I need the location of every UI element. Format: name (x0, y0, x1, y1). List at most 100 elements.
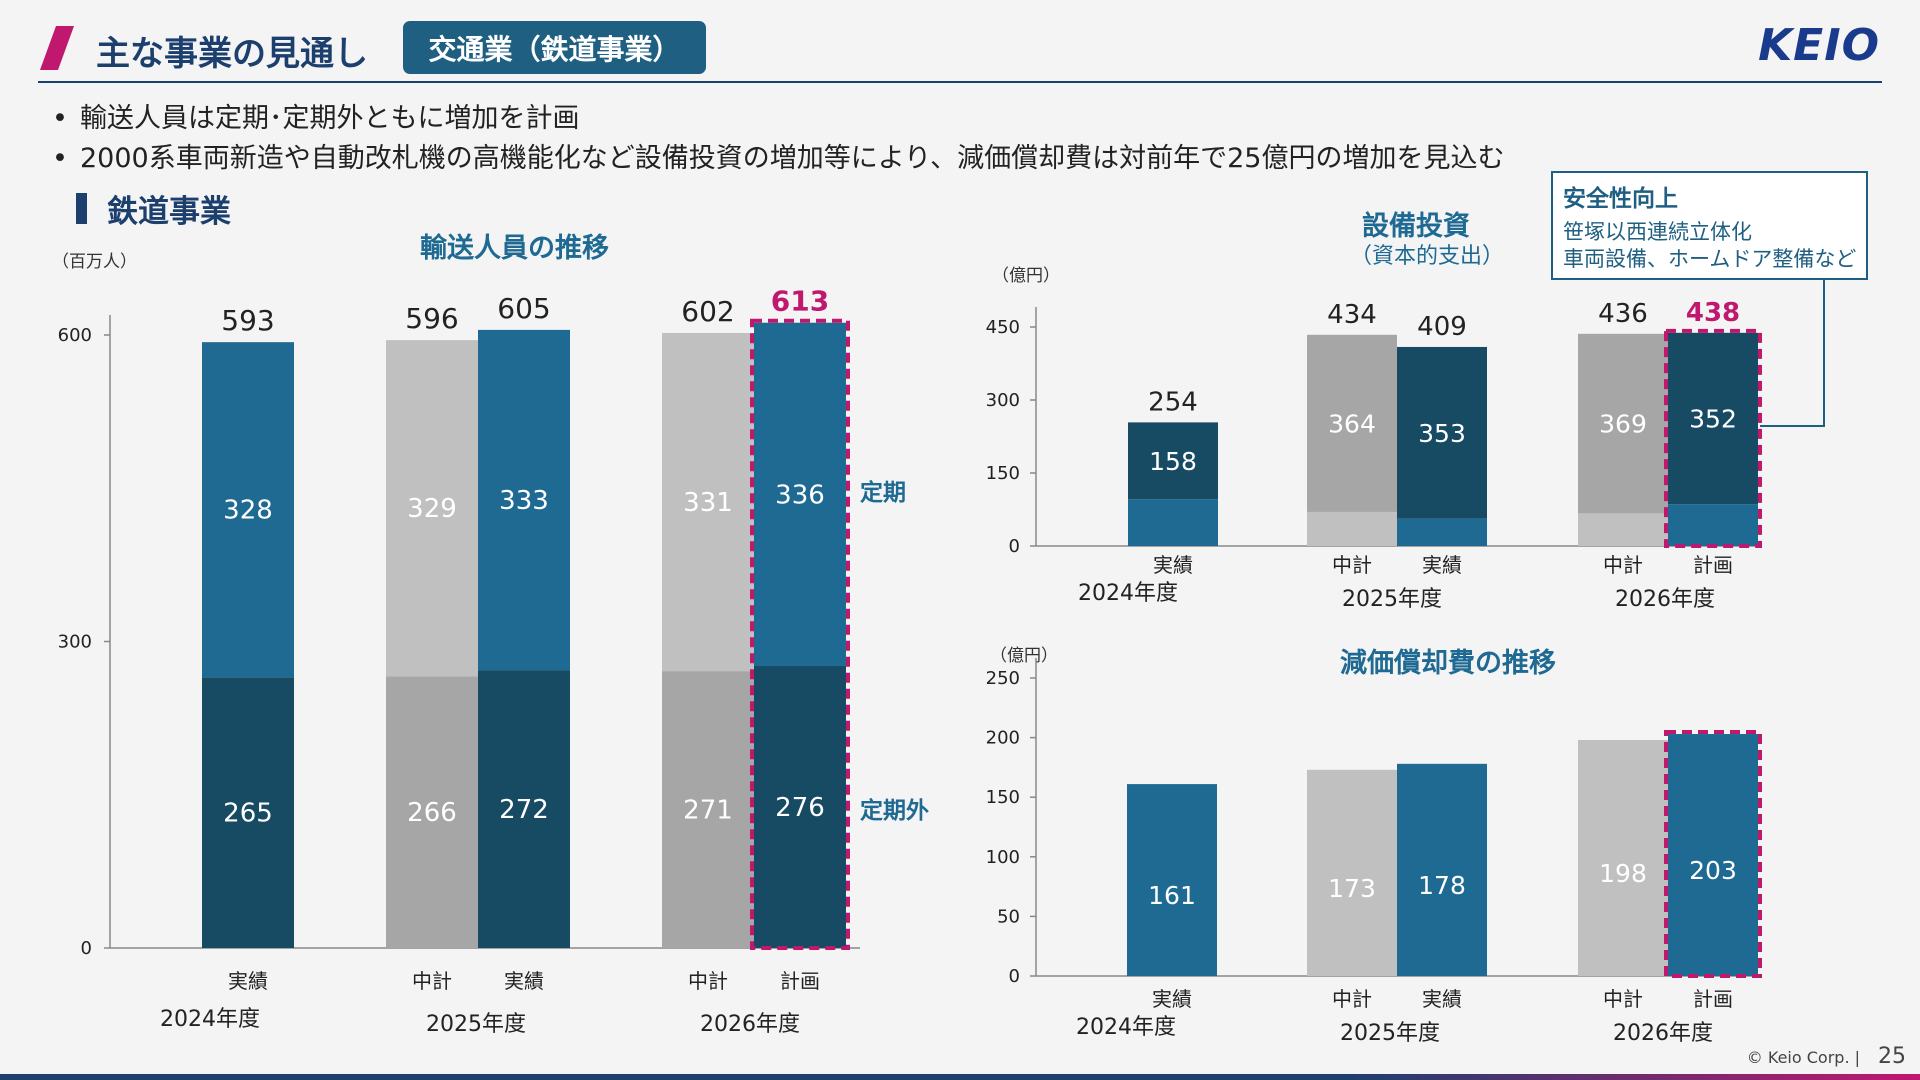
bar-segment (478, 329, 570, 671)
bar-segment (1128, 499, 1218, 546)
bar-segment (1668, 504, 1758, 546)
x-category-label: 計画 (1693, 553, 1733, 577)
bar-value-label: 198 (1599, 859, 1647, 888)
section-title: 鉄道事業 (76, 186, 231, 231)
bar-segment (1668, 734, 1758, 976)
y-tick-label: 50 (997, 906, 1020, 927)
callout-line: 笹塚以西連続立体化 (1563, 220, 1752, 244)
bar-total-label: 436 (1598, 299, 1648, 329)
bar-segment (1307, 511, 1397, 546)
y-tick-label: 300 (986, 390, 1020, 411)
bar-segment (1307, 334, 1397, 512)
y-tick-label: 200 (986, 728, 1020, 749)
highlight-frame (1664, 730, 1762, 978)
bar-total-label: 602 (681, 295, 734, 328)
x-category-label: 実績 (1152, 987, 1192, 1011)
y-tick-label: 0 (1009, 536, 1020, 557)
x-year-label: 2024年度 (1078, 581, 1178, 606)
x-year-label: 2026年度 (1613, 1021, 1713, 1046)
y-tick-label: 100 (986, 847, 1020, 868)
bar-segment (1397, 346, 1487, 519)
bullet-item: • 2000系車両新造や自動改札機の高機能化など設備投資の増加等により、減価償却費… (52, 143, 1505, 174)
bar-segment (1128, 422, 1218, 500)
bar-total-label: 605 (497, 292, 550, 325)
callout-connector-line (1760, 280, 1825, 427)
x-category-label: 中計 (1332, 553, 1372, 577)
bar-segment (202, 342, 294, 678)
brand-logo: KEIO (1758, 20, 1880, 71)
x-year-label: 2025年度 (1342, 587, 1442, 612)
y-tick-label: 300 (58, 632, 92, 653)
chart-subtitle-capex: （資本的支出） (1350, 244, 1505, 269)
bar-value-label: 331 (683, 488, 733, 518)
bar-value-label: 333 (499, 486, 549, 516)
x-category-label: 中計 (412, 969, 452, 993)
bar-value-label: 203 (1689, 856, 1737, 885)
bar-segment (202, 677, 294, 948)
bar-total-label: 409 (1417, 312, 1467, 342)
footer-bar (0, 1074, 1920, 1080)
bar-value-label: 364 (1328, 409, 1376, 438)
chart-title-passengers: 輸送人員の推移 (420, 233, 609, 264)
bar-value-label: 173 (1328, 874, 1376, 903)
section-title-text: 鉄道事業 (107, 194, 231, 230)
callout-line: 車両設備、ホームドア整備など (1563, 247, 1857, 271)
y-tick-label: 600 (58, 325, 92, 346)
x-year-label: 2024年度 (160, 1007, 260, 1032)
bar-segment (1578, 333, 1668, 514)
highlight-frame (1664, 328, 1762, 548)
bar-value-label: 271 (683, 796, 733, 826)
unit-label-capex: （億円） (992, 266, 1060, 286)
chart-title-depreciation: 減価償却費の推移 (1340, 648, 1556, 679)
bar-segment (754, 666, 846, 948)
bar-total-label: 438 (1686, 298, 1740, 328)
bar-segment (662, 332, 754, 672)
bar-segment (1578, 513, 1668, 546)
x-category-label: 実績 (1422, 553, 1462, 577)
bar-segment (1397, 763, 1487, 976)
y-tick-label: 0 (81, 938, 92, 959)
x-category-label: 実績 (504, 969, 544, 993)
bar-segment (662, 671, 754, 948)
x-category-label: 計画 (1693, 987, 1733, 1011)
bar-value-label: 178 (1418, 871, 1466, 900)
bar-value-label: 265 (223, 799, 273, 829)
header-divider (38, 81, 1882, 83)
callout-box: 安全性向上 笹塚以西連続立体化 車両設備、ホームドア整備など (1551, 171, 1868, 280)
bar-value-label: 369 (1599, 410, 1647, 439)
x-year-label: 2024年度 (1076, 1015, 1176, 1040)
bar-value-label: 328 (223, 496, 273, 526)
bar-total-label: 613 (771, 285, 829, 318)
bar-segment (386, 676, 478, 948)
y-tick-label: 450 (986, 317, 1020, 338)
series-legend-label: 定期 (860, 479, 906, 506)
highlight-frame (750, 318, 850, 950)
chart-title-capex: 設備投資 (1362, 211, 1470, 242)
bar-segment (1127, 784, 1217, 976)
bar-total-label: 434 (1327, 300, 1377, 330)
bullet-text: 2000系車両新造や自動改札機の高機能化など設備投資の増加等により、減価償却費は… (80, 143, 1505, 174)
section-marker (76, 193, 87, 224)
bullet-text: 輸送人員は定期･定期外ともに増加を計画 (80, 103, 580, 134)
bar-segment (1397, 518, 1487, 546)
page-title: 主な事業の見通し (96, 34, 368, 74)
page-number: 25 (1878, 1044, 1906, 1069)
x-year-label: 2025年度 (426, 1012, 526, 1037)
bar-segment (1578, 739, 1668, 976)
bar-segment (478, 670, 570, 948)
bar-value-label: 276 (775, 793, 825, 823)
x-category-label: 実績 (1153, 553, 1193, 577)
bar-value-label: 266 (407, 798, 457, 828)
x-year-label: 2025年度 (1340, 1021, 1440, 1046)
x-year-label: 2026年度 (1615, 587, 1715, 612)
unit-label-passengers: （百万人） (52, 252, 137, 272)
bar-total-label: 593 (221, 304, 274, 337)
bar-segment (754, 322, 846, 667)
segment-badge: 交通業（鉄道事業） (403, 21, 706, 74)
bar-segment (1307, 769, 1397, 976)
x-category-label: 実績 (228, 969, 268, 993)
x-category-label: 計画 (780, 969, 820, 993)
x-category-label: 中計 (1603, 553, 1643, 577)
x-category-label: 実績 (1422, 987, 1462, 1011)
